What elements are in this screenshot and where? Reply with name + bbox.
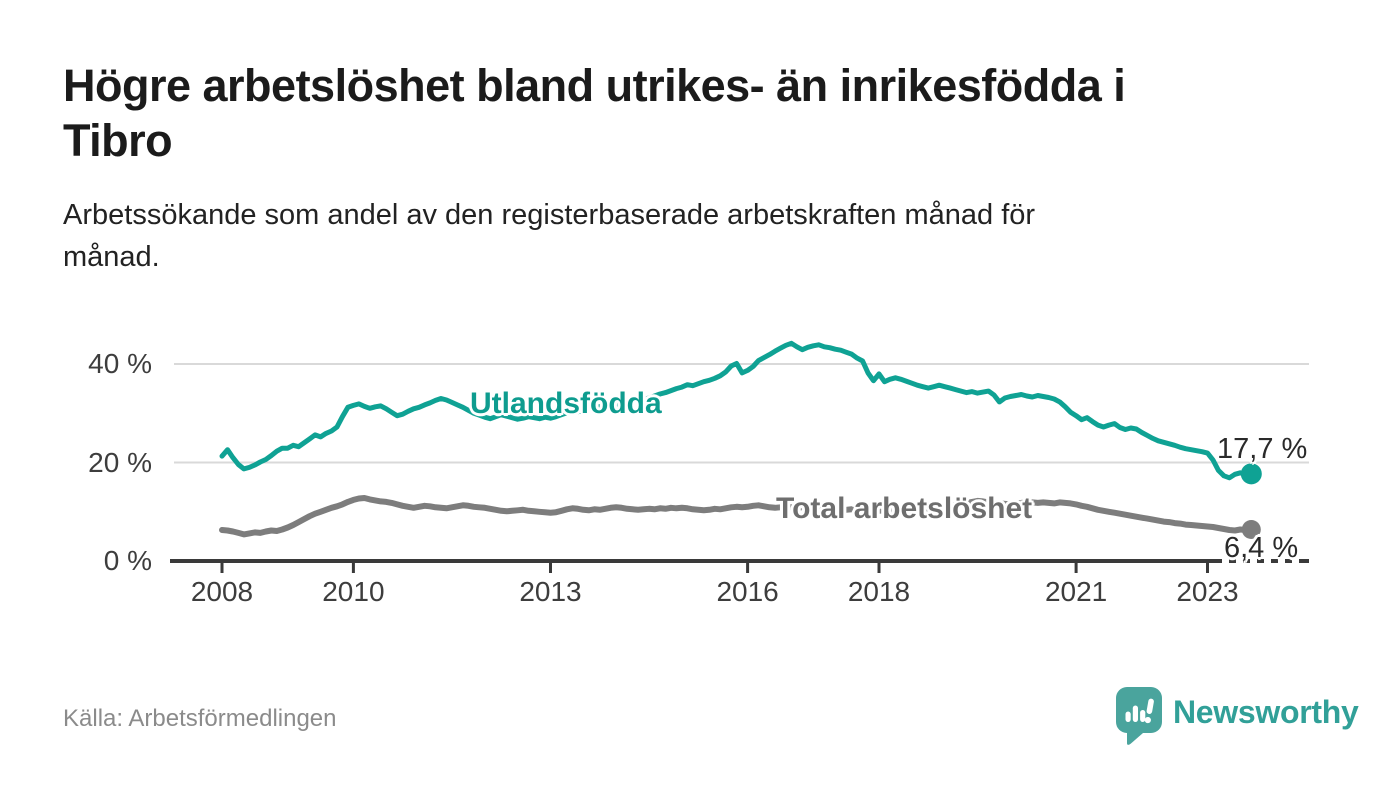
series-end-dot-utlandsfodda bbox=[1240, 463, 1262, 485]
series-end-dot-total-arbetsloshet bbox=[1241, 519, 1261, 539]
chart-subtitle: Arbetssökande som andel av den registerb… bbox=[63, 194, 1353, 278]
x-axis-label-2016: 2016 bbox=[716, 576, 779, 607]
chart-subtitle-line-2: månad. bbox=[63, 241, 160, 273]
x-axis-label-2021: 2021 bbox=[1044, 576, 1108, 607]
bar-chart-speech-bubble-icon bbox=[1116, 687, 1162, 745]
y-axis-label-0: 0 % bbox=[103, 545, 152, 576]
x-axis-label-2013: 2013 bbox=[519, 576, 582, 607]
series-line-total-arbetsloshet bbox=[219, 495, 1255, 538]
y-axis-label-40: 40 % bbox=[88, 348, 152, 379]
chart-subtitle-line-1: Arbetssökande som andel av den registerb… bbox=[63, 199, 1036, 231]
newsworthy-wordmark: Newsworthy bbox=[1173, 694, 1359, 730]
page-title-line-1: Högre arbetslöshet bland utrikes- än inr… bbox=[63, 60, 1126, 111]
series-label-total-arbetsloshet: Total arbetslöshet bbox=[776, 492, 1033, 525]
x-axis-label-2018: 2018 bbox=[847, 576, 911, 607]
end-value-label-total-arbetsloshet: 6,4 % bbox=[1224, 532, 1299, 564]
x-axis-label-2008: 2008 bbox=[190, 576, 254, 607]
page-title: Högre arbetslöshet bland utrikes- än inr… bbox=[63, 58, 1353, 168]
x-axis-label-2010: 2010 bbox=[322, 576, 385, 607]
source-note: Källa: Arbetsförmedlingen bbox=[63, 705, 337, 732]
series-label-utlandsfodda: Utlandsfödda bbox=[470, 387, 662, 420]
x-axis-label-2023: 2023 bbox=[1176, 576, 1239, 607]
page-title-line-2: Tibro bbox=[63, 115, 173, 166]
series-line-utlandsfodda bbox=[219, 340, 1254, 481]
y-axis-label-20: 20 % bbox=[88, 446, 152, 478]
newsworthy-logo: Newsworthy bbox=[1115, 686, 1359, 748]
end-value-label-utlandsfodda: 17,7 % bbox=[1217, 433, 1308, 465]
